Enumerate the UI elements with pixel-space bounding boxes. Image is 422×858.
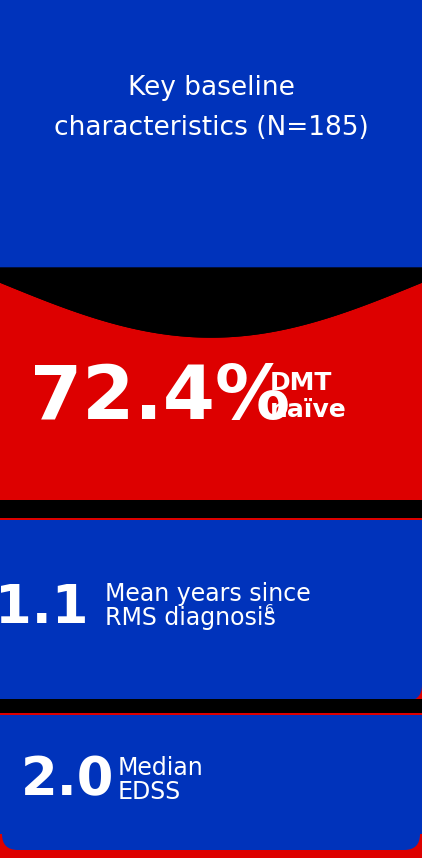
Text: EDSS: EDSS [118,780,181,804]
Bar [402,715,422,834]
Polygon shape [0,0,422,323]
Bar [0,243,422,858]
Text: RMS diagnosis: RMS diagnosis [105,606,276,630]
Polygon shape [0,0,422,323]
Bar [0,715,20,834]
Text: Key baseline: Key baseline [127,75,295,101]
Polygon shape [0,268,422,337]
Text: Mean years since: Mean years since [105,582,311,606]
Text: 6: 6 [265,603,274,617]
Text: 72.4%: 72.4% [30,361,290,434]
FancyBboxPatch shape [0,520,422,701]
Polygon shape [0,268,422,858]
Bar [0,699,422,713]
Bar [0,520,422,545]
FancyBboxPatch shape [2,715,420,850]
Text: DMT: DMT [270,371,333,395]
Text: characteristics (N=185): characteristics (N=185) [54,115,368,141]
FancyBboxPatch shape [0,0,422,208]
Text: Median: Median [118,756,204,780]
Polygon shape [0,268,422,337]
Bar [0,520,25,701]
Text: naïve: naïve [270,398,347,422]
Text: 2.0: 2.0 [22,754,115,806]
Polygon shape [0,0,422,323]
Bar [0,500,422,518]
Text: 1.1: 1.1 [0,582,89,634]
